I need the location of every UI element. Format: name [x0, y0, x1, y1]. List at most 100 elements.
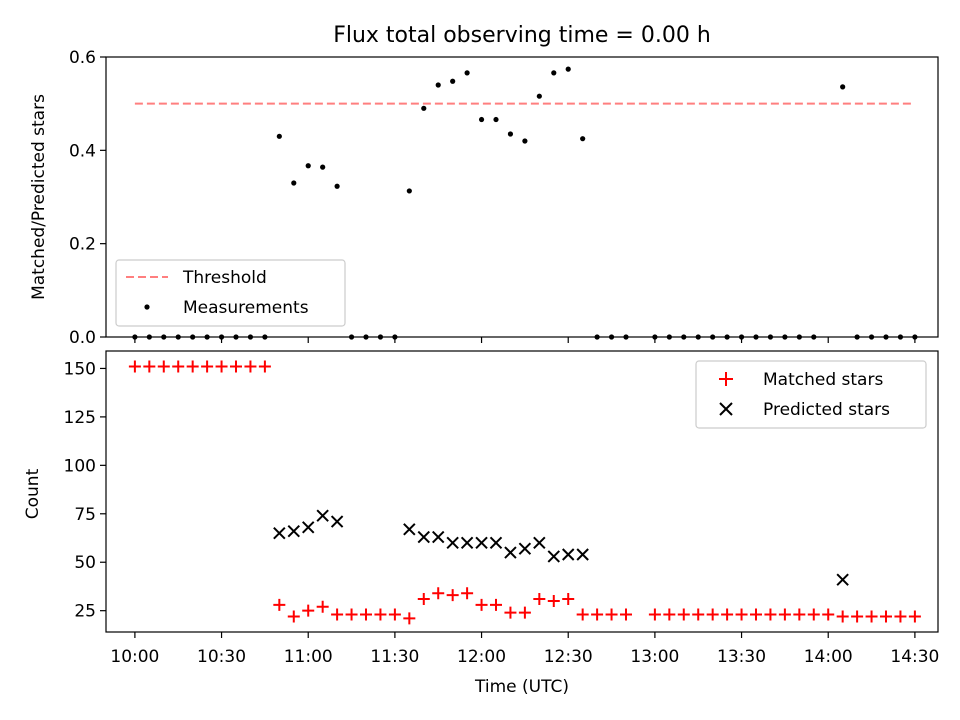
matched-star-point — [446, 589, 459, 602]
matched-star-point — [316, 600, 329, 613]
matched-star-point — [851, 610, 864, 623]
measurement-point — [840, 84, 846, 90]
matched-star-point — [475, 598, 488, 611]
top-plot-frame — [105, 56, 939, 338]
matched-star-point — [562, 593, 575, 606]
matched-star-point — [504, 606, 517, 619]
matched-star-point — [157, 360, 170, 373]
x-tick-label: 12:00 — [457, 647, 506, 667]
measurement-point — [522, 138, 528, 144]
matched-star-point — [620, 608, 632, 621]
matched-star-point — [287, 610, 300, 623]
measurement-point — [421, 105, 427, 111]
matched-star-point — [547, 594, 560, 607]
matched-star-point — [533, 593, 546, 606]
y-tick-label: 50 — [74, 553, 96, 573]
predicted-star-point — [316, 509, 329, 522]
matched-star-point — [807, 608, 820, 621]
matched-star-point — [706, 608, 719, 621]
matched-star-point — [880, 610, 892, 623]
predicted-star-point — [287, 525, 300, 538]
measurement-point — [493, 116, 499, 123]
y-tick-label: 150 — [64, 359, 96, 379]
measurement-point — [320, 164, 326, 170]
matched-star-point — [518, 606, 531, 619]
bottom-y-axis-label: Count — [23, 468, 43, 519]
legend-matched-swatch — [719, 372, 733, 386]
matched-star-point — [432, 587, 445, 600]
x-tick-label: 10:00 — [110, 647, 159, 667]
matched-star-point — [576, 608, 589, 621]
predicted-star-point — [460, 536, 474, 550]
bottom-plot-frame — [105, 350, 939, 633]
x-tick-label: 11:30 — [370, 647, 419, 667]
legend-predicted-label: Predicted stars — [763, 400, 890, 420]
predicted-star-point — [504, 546, 517, 559]
measurement-point — [435, 82, 441, 88]
measurement-point — [551, 70, 557, 76]
y-tick-label: 25 — [74, 602, 96, 622]
bottom-x-ticks: 10:00 10:30 11:00 11:30 12:00 12:30 13:00 13:30… — [110, 632, 939, 667]
x-tick-label: 10:30 — [197, 647, 246, 667]
predicted-star-point — [533, 536, 546, 550]
y-tick-label: 0.6 — [69, 48, 96, 68]
matched-star-point — [186, 360, 199, 373]
predicted-star-point — [518, 542, 532, 555]
y-tick-label: 125 — [64, 408, 96, 428]
y-tick-label: 0.2 — [69, 235, 96, 255]
matched-star-point — [721, 608, 734, 621]
matched-star-point — [172, 360, 185, 373]
matched-star-point — [360, 608, 372, 621]
matched-star-point — [273, 598, 286, 611]
predicted-star-point — [446, 536, 459, 550]
matched-star-point — [663, 608, 676, 621]
matched-star-point — [490, 598, 502, 611]
matched-star-point — [648, 608, 661, 621]
chart-title: Flux total observing time = 0.00 h — [333, 23, 711, 48]
x-tick-label: 11:00 — [284, 647, 333, 667]
predicted-star-point — [273, 526, 286, 540]
measurement-point — [536, 93, 542, 99]
y-tick-label: 75 — [74, 505, 96, 525]
predicted-star-point — [576, 548, 589, 561]
predicted-star-point — [417, 530, 430, 544]
matched-star-point — [692, 608, 705, 621]
matched-star-point — [417, 593, 430, 606]
bottom-y-ticks: 25 50 75 100 125 150 — [64, 359, 106, 622]
legend-predicted-swatch — [719, 402, 733, 416]
matched-star-point — [128, 360, 141, 373]
bottom-data-points — [128, 360, 921, 625]
measurement-point — [291, 180, 297, 186]
matched-star-point — [302, 604, 315, 617]
x-tick-label: 13:30 — [717, 647, 766, 667]
measurement-point — [478, 116, 485, 123]
matched-star-point — [591, 608, 604, 621]
predicted-star-point — [403, 523, 416, 536]
matched-star-point — [461, 587, 474, 600]
predicted-star-point — [547, 550, 560, 563]
legend-threshold-label: Threshold — [182, 268, 267, 288]
measurement-point — [334, 183, 340, 189]
matched-star-point — [215, 360, 228, 373]
measurement-point — [406, 188, 412, 194]
top-legend-box — [115, 259, 346, 327]
predicted-star-point — [562, 548, 575, 561]
matched-star-point — [793, 608, 806, 621]
matched-star-point — [750, 608, 762, 621]
legend-measurements-swatch — [144, 304, 150, 310]
y-tick-label: 0.0 — [69, 328, 96, 348]
matched-star-point — [894, 610, 907, 623]
bottom-legend-box — [695, 360, 927, 429]
top-panel: Flux total observing time = 0.00 h Match… — [29, 23, 939, 348]
measurement-point — [507, 131, 514, 137]
predicted-star-point — [836, 573, 849, 586]
x-tick-label: 14:00 — [804, 647, 853, 667]
measurement-point — [580, 136, 586, 142]
matched-star-point — [201, 360, 214, 373]
legend-matched-label: Matched stars — [763, 370, 883, 390]
matched-star-point — [345, 608, 358, 621]
legend-measurements-label: Measurements — [183, 298, 309, 318]
matched-star-point — [388, 608, 401, 621]
